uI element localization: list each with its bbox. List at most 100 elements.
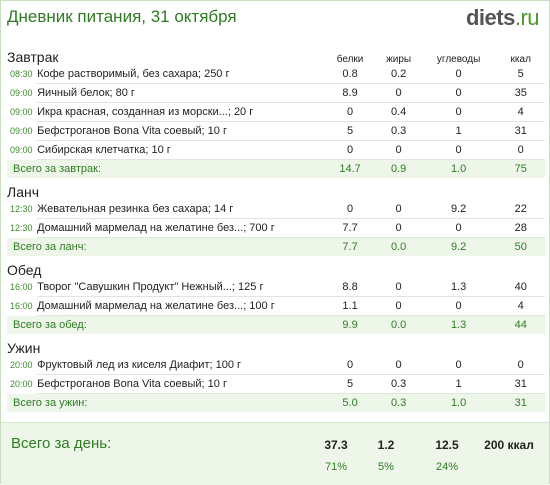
total-fat: 0.3 — [376, 393, 421, 412]
food-carbs: 1 — [420, 374, 497, 394]
food-protein: 8.9 — [323, 83, 377, 103]
food-time: 20:00 — [7, 374, 38, 394]
food-carbs: 1 — [420, 121, 497, 141]
food-kcal: 22 — [496, 200, 545, 219]
total-carbs: 1.0 — [420, 393, 497, 412]
total-kcal: 44 — [496, 315, 545, 334]
food-name: Домашний мармелад на желатине без...; 70… — [37, 218, 324, 238]
food-name: Яичный белок; 80 г — [37, 83, 324, 103]
food-carbs: 0 — [420, 356, 497, 375]
food-row: 16:00 Творог "Савушкин Продукт" Нежный..… — [7, 278, 545, 297]
day-fat-percent: 5% — [378, 461, 394, 473]
day-protein-percent: 71% — [324, 461, 348, 473]
day-total-kcal: 200 ккал — [484, 438, 534, 452]
header: Дневник питания, 31 октября diets.ru — [1, 1, 549, 37]
food-row: 09:00 Бефстроганов Bona Vita соевый; 10 … — [7, 121, 545, 141]
food-fat: 0 — [376, 218, 421, 238]
total-fat: 0.0 — [376, 237, 421, 256]
food-kcal: 4 — [496, 102, 545, 122]
meal-total-row: Всего за обед: 9.9 0.0 1.3 44 — [7, 315, 545, 334]
total-carbs: 9.2 — [420, 237, 497, 256]
total-protein: 7.7 — [323, 237, 377, 256]
food-protein: 0 — [323, 102, 377, 122]
food-time: 09:00 — [7, 83, 38, 103]
food-fat: 0 — [376, 278, 421, 297]
total-protein: 14.7 — [323, 159, 377, 178]
food-kcal: 0 — [496, 356, 545, 375]
meal-header-supper: Ужин — [7, 334, 545, 356]
day-carbs-percent: 24% — [435, 461, 459, 473]
day-total-carbs: 12.5 — [435, 438, 459, 452]
food-kcal: 0 — [496, 140, 545, 160]
meal-total-label: Всего за ужин: — [7, 393, 324, 412]
meal-header-dinner: Обед — [7, 256, 545, 278]
food-time: 09:00 — [7, 102, 38, 122]
total-kcal: 31 — [496, 393, 545, 412]
food-name: Икра красная, созданная из морски...; 20… — [37, 102, 324, 122]
day-total-label: Всего за день: — [11, 435, 112, 452]
food-row: 20:00 Бефстроганов Bona Vita соевый; 10 … — [7, 374, 545, 394]
col-protein-header: белки — [336, 54, 364, 65]
meal-header-breakfast: Завтрак белки жиры углеводы ккал — [7, 43, 545, 65]
food-protein: 5 — [323, 121, 377, 141]
logo-main: diets — [465, 5, 515, 30]
total-fat: 0.9 — [376, 159, 421, 178]
food-row: 20:00 Фруктовый лед из киселя Диафит; 10… — [7, 356, 545, 375]
food-name: Фруктовый лед из киселя Диафит; 100 г — [37, 356, 324, 375]
food-kcal: 35 — [496, 83, 545, 103]
food-time: 16:00 — [7, 278, 38, 297]
food-fat: 0 — [376, 140, 421, 160]
total-carbs: 1.3 — [420, 315, 497, 334]
food-row: 09:00 Сибирская клетчатка; 10 г 0 0 0 0 — [7, 140, 545, 160]
food-row: 09:00 Яичный белок; 80 г 8.9 0 0 35 — [7, 83, 545, 103]
meal-total-label: Всего за обед: — [7, 315, 324, 334]
food-row: 08:30 Кофе растворимый, без сахара; 250 … — [7, 65, 545, 84]
logo-dot: . — [514, 5, 521, 30]
food-protein: 1.1 — [323, 296, 377, 316]
page-title: Дневник питания, 31 октября — [7, 7, 237, 26]
food-protein: 0 — [323, 200, 377, 219]
food-fat: 0 — [376, 356, 421, 375]
food-name: Жевательная резинка без сахара; 14 г — [37, 200, 324, 219]
food-name: Бефстроганов Bona Vita соевый; 10 г — [37, 374, 324, 394]
logo-tld: ru — [520, 5, 539, 30]
food-carbs: 0 — [420, 140, 497, 160]
food-name: Сибирская клетчатка; 10 г — [37, 140, 324, 160]
meal-total-row: Всего за ланч: 7.7 0.0 9.2 50 — [7, 237, 545, 256]
food-protein: 0 — [323, 140, 377, 160]
food-time: 16:00 — [7, 296, 38, 316]
meal-total-label: Всего за завтрак: — [7, 159, 324, 178]
food-fat: 0 — [376, 200, 421, 219]
meal-total-label: Всего за ланч: — [7, 237, 324, 256]
food-row: 12:30 Жевательная резинка без сахара; 14… — [7, 200, 545, 219]
food-kcal: 31 — [496, 121, 545, 141]
food-fat: 0 — [376, 296, 421, 316]
total-protein: 5.0 — [323, 393, 377, 412]
food-protein: 0.8 — [323, 65, 377, 84]
food-row: 16:00 Домашний мармелад на желатине без.… — [7, 296, 545, 316]
day-total-fat: 1.2 — [377, 438, 395, 452]
food-fat: 0.3 — [376, 374, 421, 394]
meal-title: Ужин — [7, 340, 41, 356]
food-protein: 8.8 — [323, 278, 377, 297]
food-fat: 0 — [376, 83, 421, 103]
meal-title: Обед — [7, 262, 42, 278]
col-kcal-header: ккал — [510, 54, 531, 65]
meal-total-row: Всего за завтрак: 14.7 0.9 1.0 75 — [7, 159, 545, 178]
food-protein: 5 — [323, 374, 377, 394]
total-fat: 0.0 — [376, 315, 421, 334]
food-carbs: 1.3 — [420, 278, 497, 297]
day-total-panel: Всего за день: 37.3 1.2 12.5 200 ккал 71… — [1, 422, 549, 485]
meal-title: Ланч — [7, 184, 39, 200]
food-protein: 7.7 — [323, 218, 377, 238]
col-carbs-header: углеводы — [436, 54, 481, 65]
food-name: Бефстроганов Bona Vita соевый; 10 г — [37, 121, 324, 141]
site-logo[interactable]: diets.ru — [465, 5, 540, 31]
food-carbs: 0 — [420, 65, 497, 84]
food-row: 12:30 Домашний мармелад на желатине без.… — [7, 218, 545, 238]
total-protein: 9.9 — [323, 315, 377, 334]
total-carbs: 1.0 — [420, 159, 497, 178]
food-kcal: 5 — [496, 65, 545, 84]
meal-total-row: Всего за ужин: 5.0 0.3 1.0 31 — [7, 393, 545, 412]
food-carbs: 0 — [420, 218, 497, 238]
